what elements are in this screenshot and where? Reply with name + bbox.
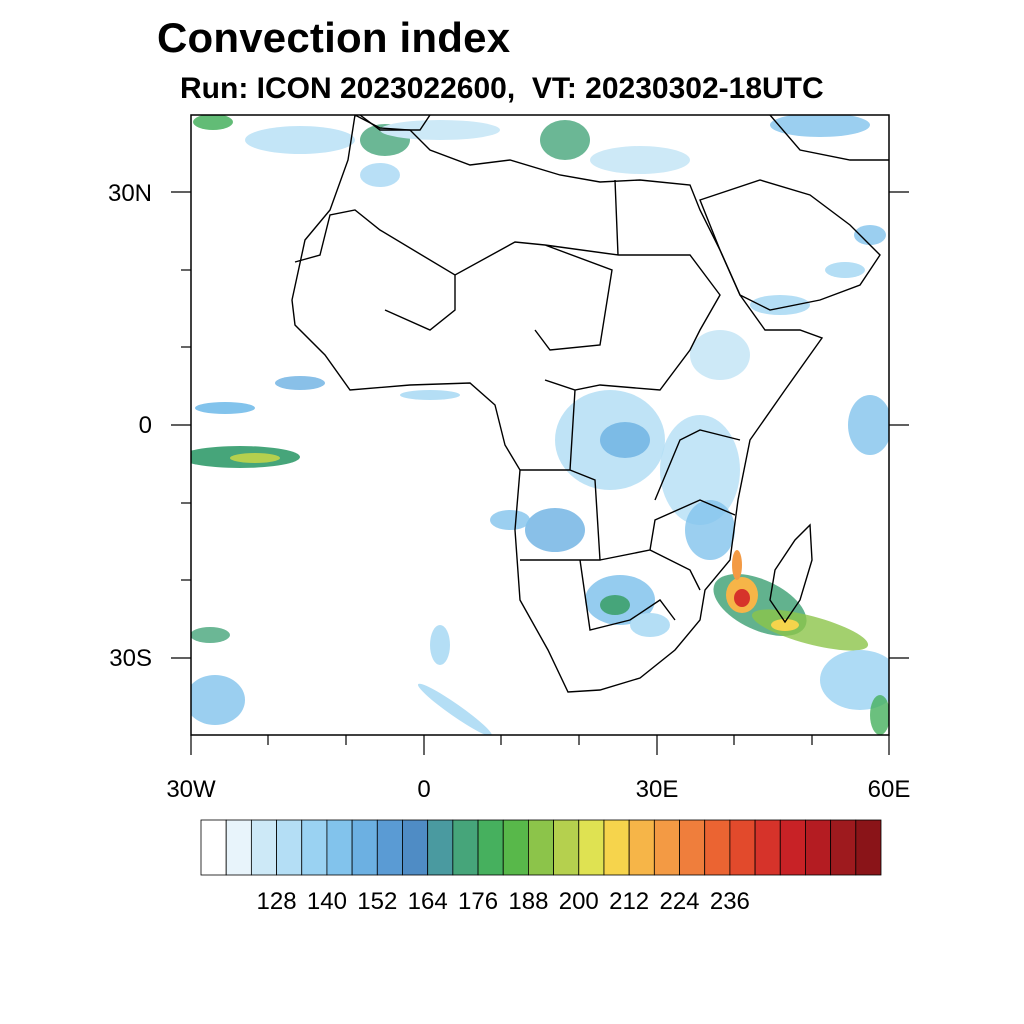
africa-coastline	[291, 115, 824, 693]
lon-label-30w: 30W	[166, 776, 216, 803]
lat-label-0: 0	[138, 412, 152, 439]
colorbar-box	[301, 819, 328, 876]
middle-east-coastline	[769, 115, 889, 161]
colorbar-box	[830, 819, 857, 876]
colorbar-box	[779, 819, 806, 876]
colorbar-box	[326, 819, 353, 876]
colorbar-box	[376, 819, 403, 876]
colorbar	[200, 819, 882, 876]
colorbar-tick-label: 236	[709, 888, 750, 915]
coastlines	[291, 115, 889, 693]
colorbar-box	[754, 819, 781, 876]
colorbar-box	[653, 819, 680, 876]
colorbar-tick-label: 140	[306, 888, 347, 915]
colorbar-tick-label: 152	[357, 888, 398, 915]
axis-ticks	[171, 191, 909, 755]
lon-label-60e: 60E	[867, 776, 911, 803]
colorbar-box	[603, 819, 630, 876]
colorbar-box	[402, 819, 429, 876]
colorbar-box	[502, 819, 529, 876]
colorbar-box	[679, 819, 706, 876]
arabia-coastline	[699, 179, 881, 311]
map-frame	[190, 114, 890, 736]
lon-label-0: 0	[417, 776, 431, 803]
colorbar-box	[200, 819, 227, 876]
country-borders	[294, 179, 741, 631]
colorbar-box	[553, 819, 580, 876]
convection-field	[191, 115, 889, 735]
madagascar-coastline	[769, 523, 813, 624]
colorbar-tick-label: 224	[659, 888, 700, 915]
colorbar-box	[225, 819, 252, 876]
lat-label-30s: 30S	[109, 645, 152, 672]
colorbar-box	[805, 819, 832, 876]
colorbar-box	[427, 819, 454, 876]
colorbar-box	[250, 819, 277, 876]
colorbar-box	[528, 819, 554, 876]
colorbar-tick-label: 200	[558, 888, 599, 915]
colorbar-box	[578, 819, 605, 876]
colorbar-tick-label: 176	[458, 888, 499, 915]
colorbar-box	[452, 819, 479, 876]
colorbar-box	[351, 819, 378, 876]
map-subtitle: Run: ICON 2023022600, VT: 20230302-18UTC	[180, 72, 824, 105]
colorbar-tick-label: 212	[609, 888, 650, 915]
colorbar-tick-label: 188	[508, 888, 549, 915]
colorbar-box	[276, 819, 303, 876]
lon-label-30e: 30E	[635, 776, 679, 803]
colorbar-box	[855, 819, 882, 876]
colorbar-box	[729, 819, 756, 876]
lat-label-30n: 30N	[107, 180, 152, 207]
colorbar-box	[628, 819, 655, 876]
colorbar-box	[477, 819, 504, 876]
colorbar-tick-label: 128	[256, 888, 297, 915]
colorbar-tick-label: 164	[407, 888, 448, 915]
colorbar-box	[704, 819, 731, 876]
iberia-coastline	[359, 115, 431, 131]
map-title: Convection index	[157, 14, 511, 61]
